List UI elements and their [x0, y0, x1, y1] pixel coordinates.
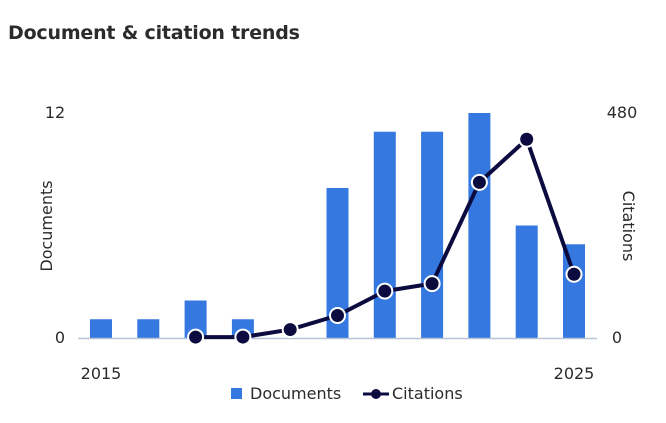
bar-documents-2016 [137, 319, 160, 338]
x-tick-first: 2015 [81, 364, 122, 383]
bar-documents-2017 [184, 300, 207, 338]
bar-documents-2023 [468, 113, 491, 338]
point-citations-2020 [329, 307, 346, 324]
y-right-tick-max: 480 [607, 103, 638, 122]
legend-label-citations: Citations [392, 384, 463, 403]
bar-documents-2021 [373, 131, 396, 338]
y-right-tick-min: 0 [612, 328, 622, 347]
x-tick-last: 2025 [554, 364, 595, 383]
point-citations-2024 [518, 130, 536, 148]
bar-documents-2020 [326, 188, 349, 338]
point-citations-2025 [565, 265, 583, 283]
point-citations-2023 [470, 173, 488, 191]
bar-documents-2025 [563, 244, 585, 338]
chart-title: Document & citation trends [8, 22, 300, 44]
bar-documents-2024 [515, 225, 538, 338]
legend-label-documents: Documents [250, 384, 341, 403]
legend-swatch-documents [231, 388, 242, 399]
bar-documents-2015 [90, 319, 112, 338]
y-left-label: Documents [37, 180, 56, 271]
legend-swatch-citations-dot [371, 389, 381, 399]
point-citations-2018 [234, 328, 252, 346]
y-left-tick-min: 0 [55, 328, 65, 347]
y-left-tick-max: 12 [45, 103, 65, 122]
point-citations-2021 [376, 282, 394, 300]
point-citations-2017 [187, 328, 205, 346]
point-citations-2019 [281, 321, 299, 339]
y-right-label: Citations [619, 191, 638, 262]
bar-documents-2022 [421, 131, 444, 338]
point-citations-2022 [423, 275, 441, 293]
